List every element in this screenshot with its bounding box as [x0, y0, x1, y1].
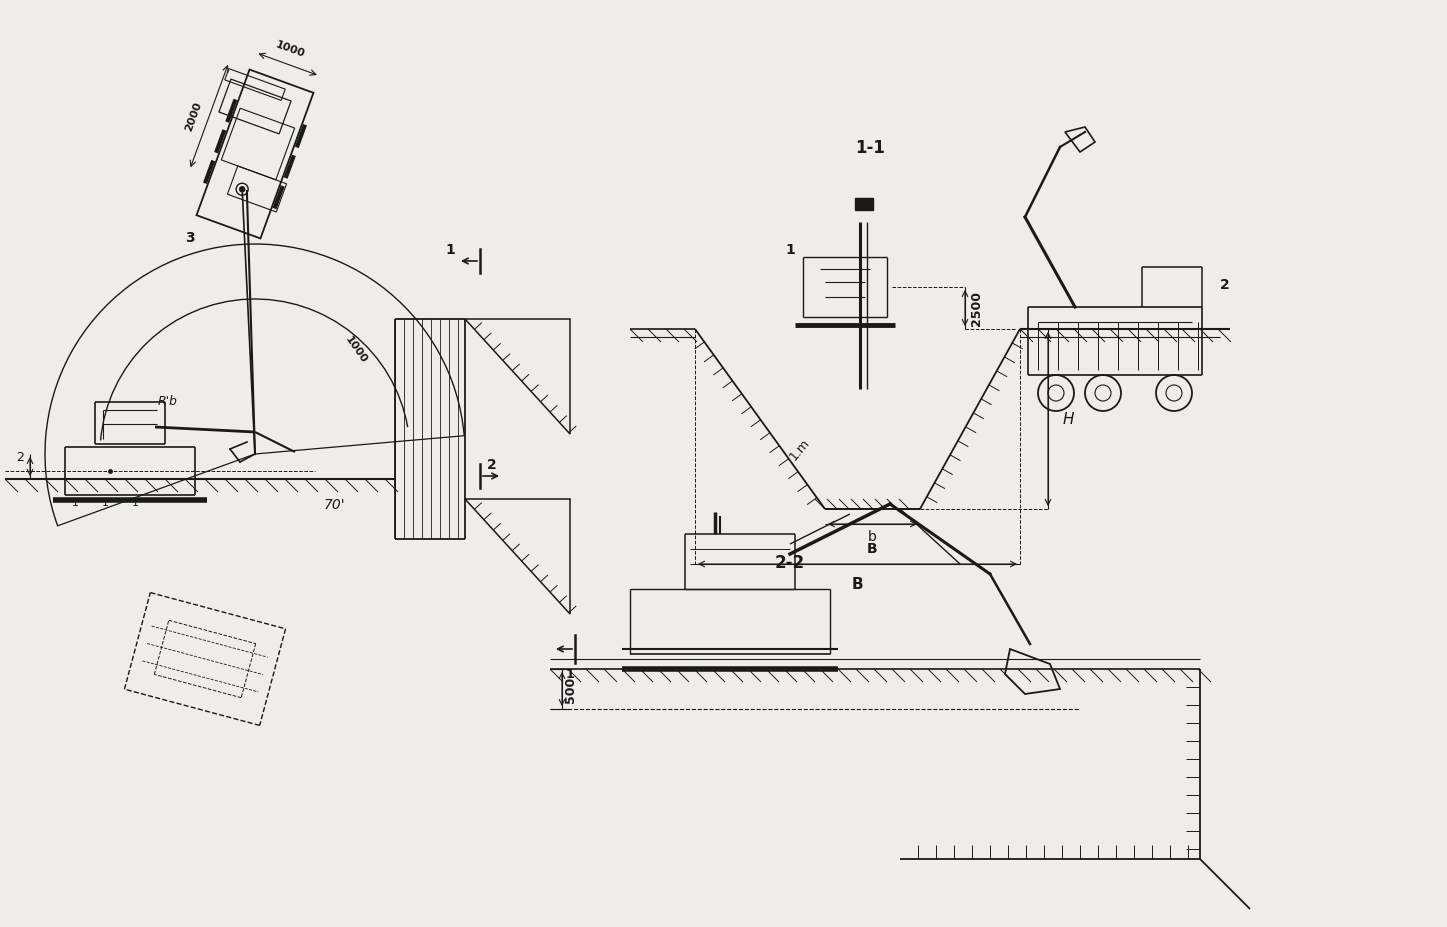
Text: 1: 1	[786, 243, 794, 257]
Text: 2: 2	[488, 458, 496, 472]
Text: 70': 70'	[324, 498, 346, 512]
Text: b: b	[868, 529, 877, 543]
Text: 1: 1	[132, 498, 139, 507]
Text: 2-2: 2-2	[776, 553, 805, 571]
Text: 2: 2	[16, 451, 25, 464]
FancyBboxPatch shape	[855, 198, 873, 210]
Text: R'b: R'b	[158, 394, 177, 407]
Text: 1: 1	[446, 243, 454, 257]
Text: 1-1: 1-1	[855, 139, 886, 157]
Text: 1000: 1000	[273, 39, 305, 59]
Text: 1: 1	[566, 667, 574, 680]
Text: 1.m: 1.m	[787, 437, 813, 463]
Circle shape	[240, 187, 245, 193]
Text: H: H	[1064, 413, 1075, 427]
Text: 1: 1	[71, 498, 78, 507]
Text: 2500: 2500	[969, 291, 983, 326]
Text: 1000: 1000	[343, 335, 369, 365]
Text: 2: 2	[1220, 278, 1230, 292]
Text: B: B	[867, 541, 877, 555]
Text: B: B	[851, 577, 862, 591]
Text: 500: 500	[564, 676, 577, 703]
Text: 2000: 2000	[184, 101, 203, 133]
Text: 1: 1	[101, 498, 109, 507]
Text: 3: 3	[185, 231, 195, 245]
